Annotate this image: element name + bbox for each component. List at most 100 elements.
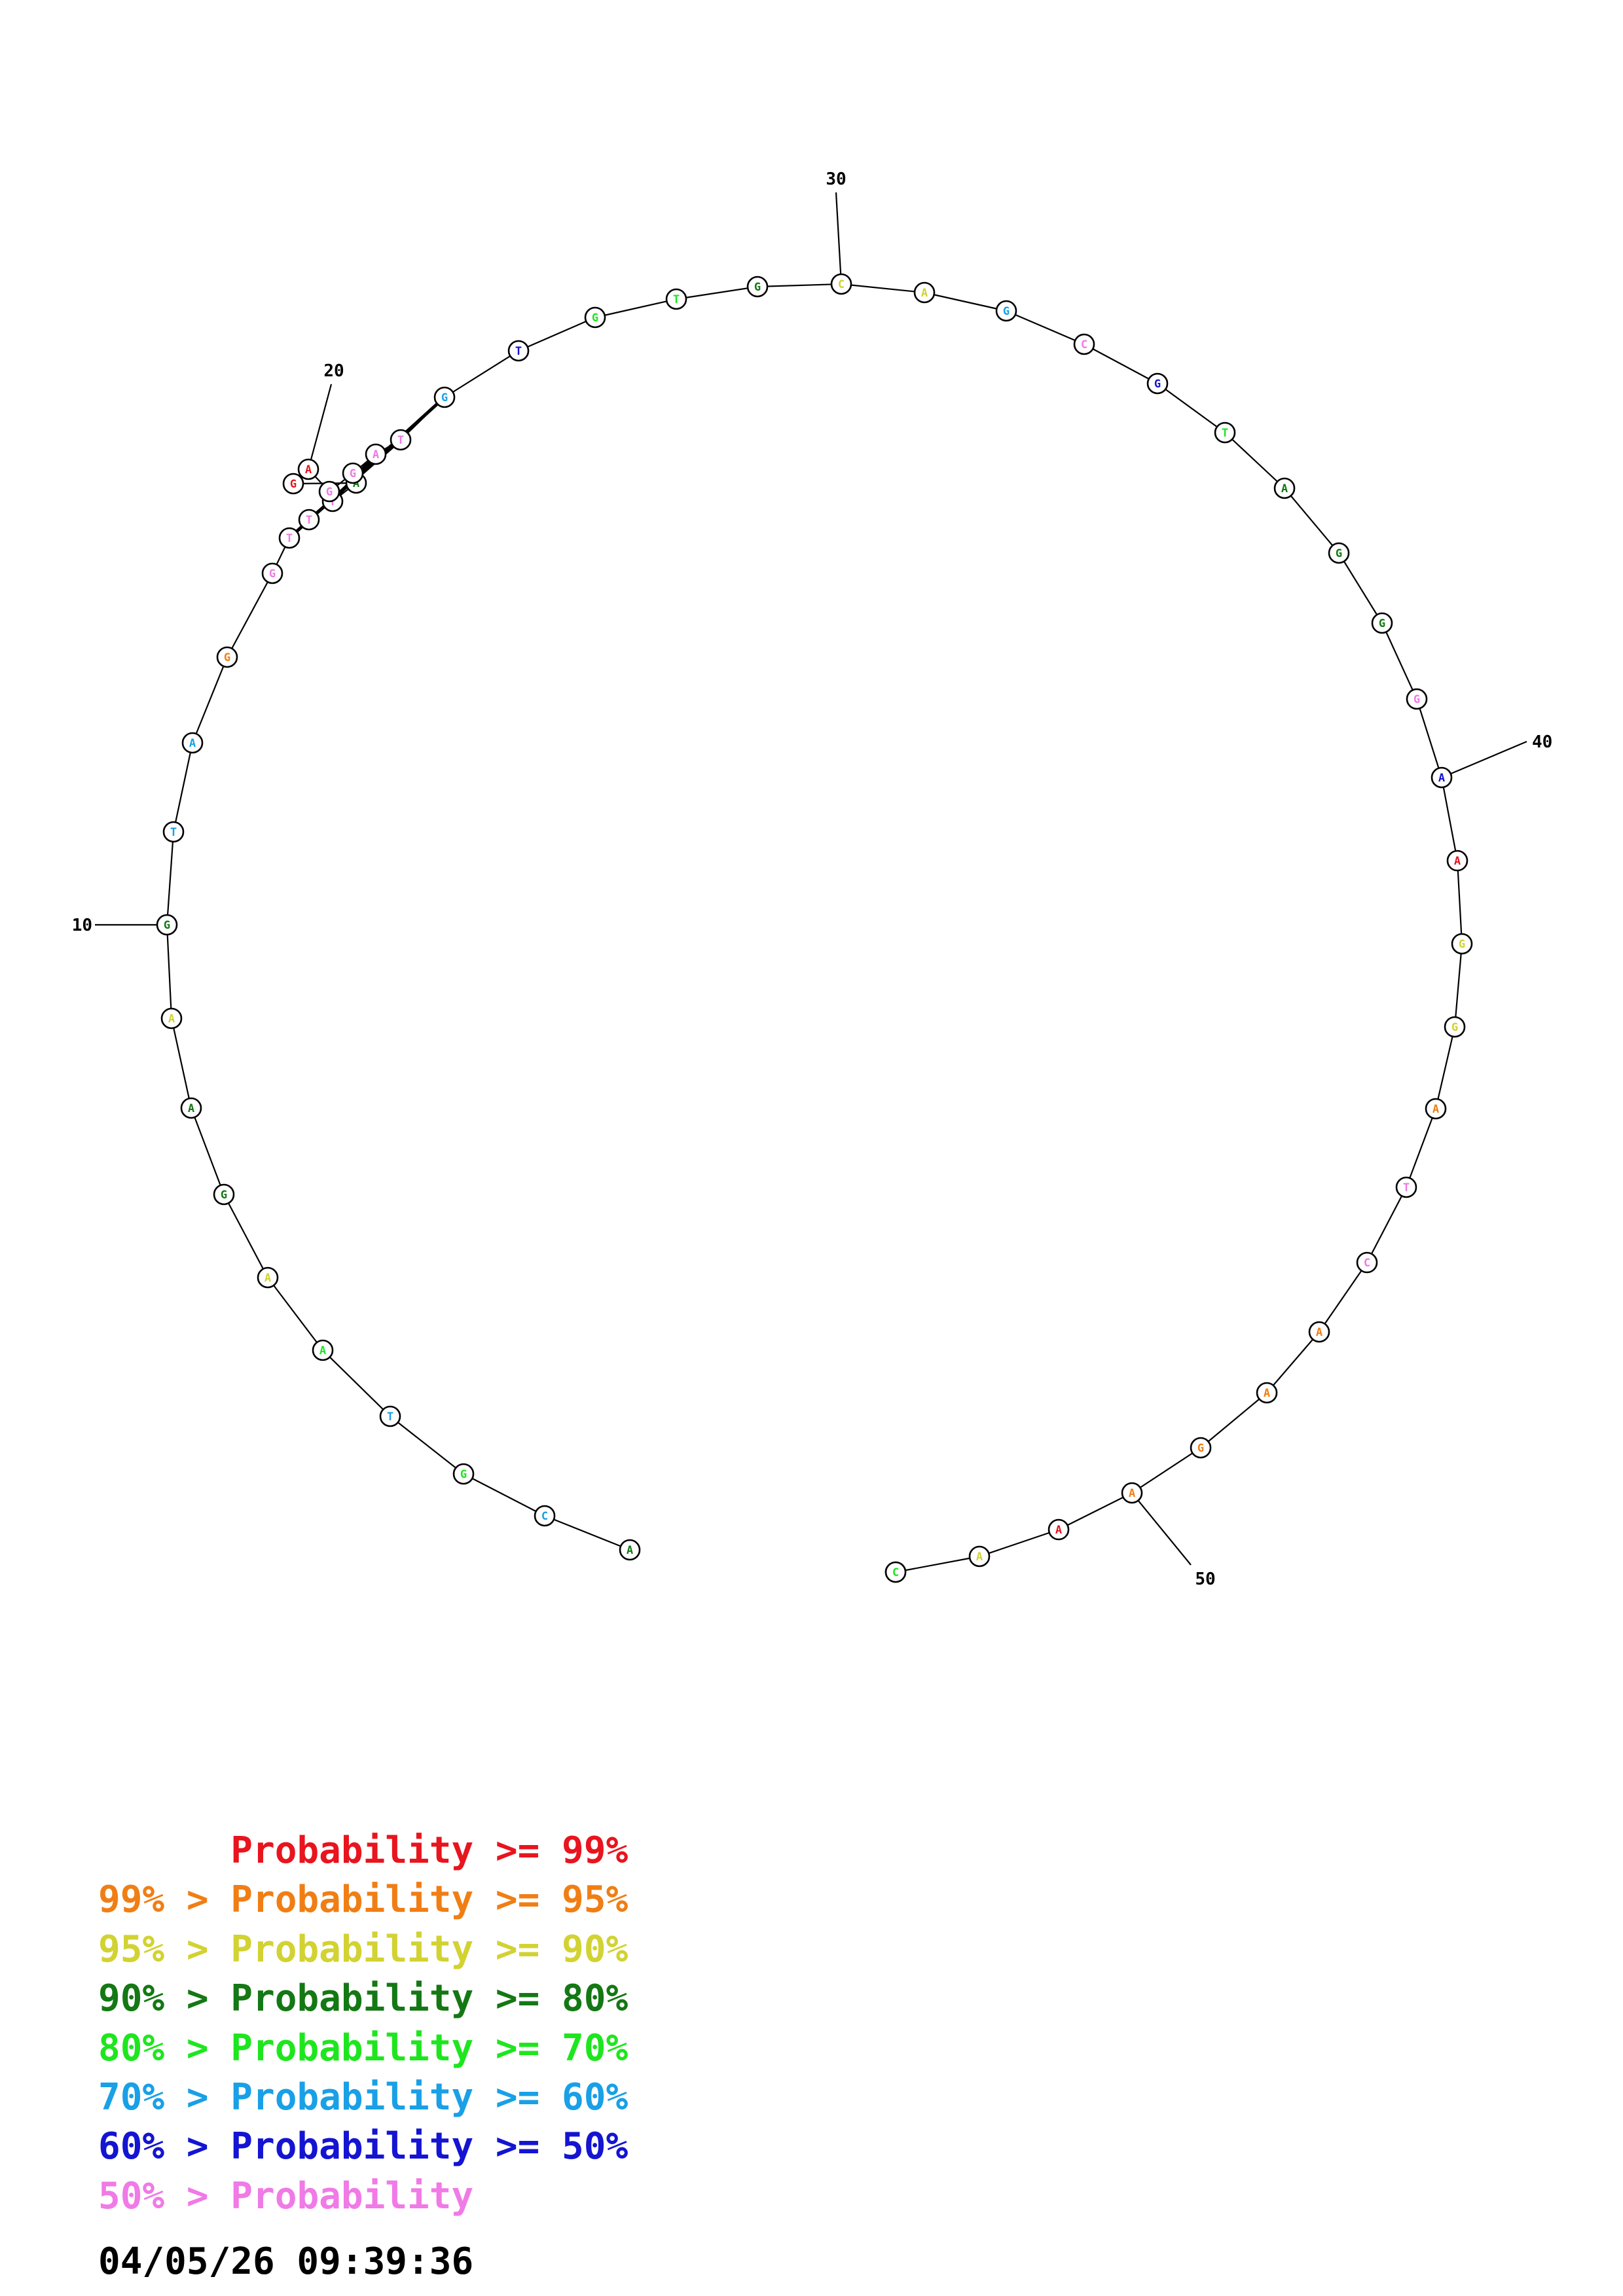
nucleotide: T	[162, 821, 185, 843]
nucleotide-base-letter: A	[264, 1272, 271, 1285]
backbone-segment	[170, 1018, 192, 1109]
nucleotide-base-letter: T	[1222, 427, 1228, 440]
nucleotide-circle	[1048, 1518, 1070, 1541]
backbone-segment	[1058, 1492, 1133, 1530]
backbone-segment	[1415, 698, 1443, 778]
position-tick	[307, 384, 333, 470]
backbone-segment	[172, 742, 194, 833]
nucleotide-circle	[968, 1545, 991, 1568]
nucleotide: G	[1328, 542, 1350, 564]
backbone-segment	[1157, 383, 1226, 433]
nucleotide-circle	[830, 273, 852, 295]
position-label: 50	[1195, 1570, 1215, 1589]
legend-lower-bound: 70%	[98, 2075, 187, 2119]
nucleotide-circle	[1431, 766, 1453, 789]
nucleotide-base-letter: C	[1081, 338, 1087, 351]
nucleotide: C	[1073, 333, 1095, 355]
backbone-segment	[1224, 432, 1285, 489]
nucleotide-base-letter: G	[221, 1189, 227, 1202]
nucleotide: G	[452, 1463, 475, 1485]
nucleotide-circle	[1446, 850, 1468, 872]
nucleotide: A	[365, 443, 387, 465]
legend-probability-word: Probability	[230, 2075, 496, 2119]
legend-row: 95% > Probability >= 90%	[98, 1925, 628, 1974]
legend-operator: >	[186, 2075, 231, 2119]
position-label: 20	[323, 361, 344, 381]
legend-probability-word: Probability	[230, 2026, 496, 2070]
legend-upper-bound: >= 80%	[495, 1977, 629, 2020]
nucleotide: G	[318, 480, 340, 503]
nucleotide: A	[1256, 1382, 1278, 1404]
backbone-segment	[1266, 1331, 1320, 1393]
nucleotide-base-letter: A	[976, 1551, 983, 1564]
nucleotide-circle	[297, 458, 319, 480]
position-label: 10	[72, 916, 92, 935]
nucleotide: A	[160, 1007, 183, 1030]
backbone-segment	[1319, 1262, 1368, 1333]
nucleotide-base-letter: C	[541, 1510, 548, 1523]
backbone-segment	[1440, 777, 1459, 861]
nucleotide: A	[1273, 477, 1296, 499]
backbone-segment	[267, 1277, 323, 1351]
nucleotide-circle	[1425, 1098, 1447, 1120]
backbone-segment	[322, 1350, 391, 1417]
nucleotide: G	[995, 300, 1017, 322]
nucleotide: A	[1121, 1482, 1143, 1504]
nucleotide-base-letter: C	[1364, 1257, 1370, 1270]
nucleotide: A	[619, 1539, 641, 1561]
nucleotide-base-letter: T	[1403, 1181, 1410, 1194]
nucleotide-base-letter: G	[350, 467, 356, 480]
nucleotide: G	[433, 386, 456, 408]
nucleotide: A	[968, 1545, 991, 1568]
legend-row: 60% > Probability >= 50%	[98, 2122, 628, 2171]
nucleotide-base-letter: G	[269, 567, 276, 581]
nucleotide: T	[1395, 1176, 1417, 1198]
legend-operator	[187, 1829, 230, 1872]
nucleotide-base-letter: G	[290, 478, 297, 491]
nucleotide-circle	[913, 281, 936, 304]
backbone-segment	[390, 1416, 464, 1475]
nucleotide: A	[181, 732, 204, 754]
legend-operator: >	[186, 1878, 231, 1922]
nucleotide-base-letter: A	[373, 448, 379, 461]
nucleotide-circle	[162, 821, 185, 843]
nucleotide-base-letter: T	[306, 514, 312, 527]
nucleotide-circle	[995, 300, 1017, 322]
legend-lower-bound: 99%	[98, 1878, 187, 1922]
legend-upper-bound: >= 50%	[495, 2125, 629, 2168]
nucleotide-circle	[1273, 477, 1296, 499]
legend-lower-bound	[98, 1829, 187, 1872]
nucleotide-base-letter: T	[673, 293, 680, 306]
nucleotide: A	[1308, 1321, 1330, 1343]
backbone-segment	[223, 1194, 268, 1278]
legend-row: 50% > Probability	[98, 2172, 628, 2221]
legend-lower-bound: 80%	[98, 2026, 187, 2070]
nucleotide-circle	[1371, 612, 1393, 634]
nucleotide: C	[830, 273, 852, 295]
backbone-segment	[757, 283, 842, 288]
timestamp: 04/05/26 09:39:36	[98, 2240, 474, 2283]
position-tick	[835, 192, 843, 285]
legend-operator: >	[186, 2174, 231, 2217]
nucleotide-base-letter: A	[189, 737, 196, 750]
nucleotide-circle	[278, 527, 301, 549]
nucleotide-base-letter: G	[441, 391, 448, 404]
nucleotide: A	[180, 1097, 202, 1119]
backbone-segment	[924, 291, 1007, 312]
nucleotide-circle	[181, 732, 204, 754]
nucleotide-base-letter: G	[1154, 378, 1161, 391]
legend-operator: >	[186, 2125, 231, 2168]
nucleotide: A	[1425, 1098, 1447, 1120]
nucleotide-base-letter: T	[397, 434, 404, 447]
nucleotide-base-letter: A	[1454, 855, 1461, 868]
nucleotide: G	[261, 562, 283, 584]
backbone-segment	[166, 924, 173, 1019]
backbone-segment	[544, 1515, 630, 1551]
nucleotide: T	[278, 527, 301, 549]
legend-upper-bound: >= 60%	[495, 2075, 629, 2119]
nucleotide-circle	[1406, 688, 1428, 710]
backbone-segment	[227, 573, 273, 658]
backbone-segment	[1131, 1447, 1201, 1494]
